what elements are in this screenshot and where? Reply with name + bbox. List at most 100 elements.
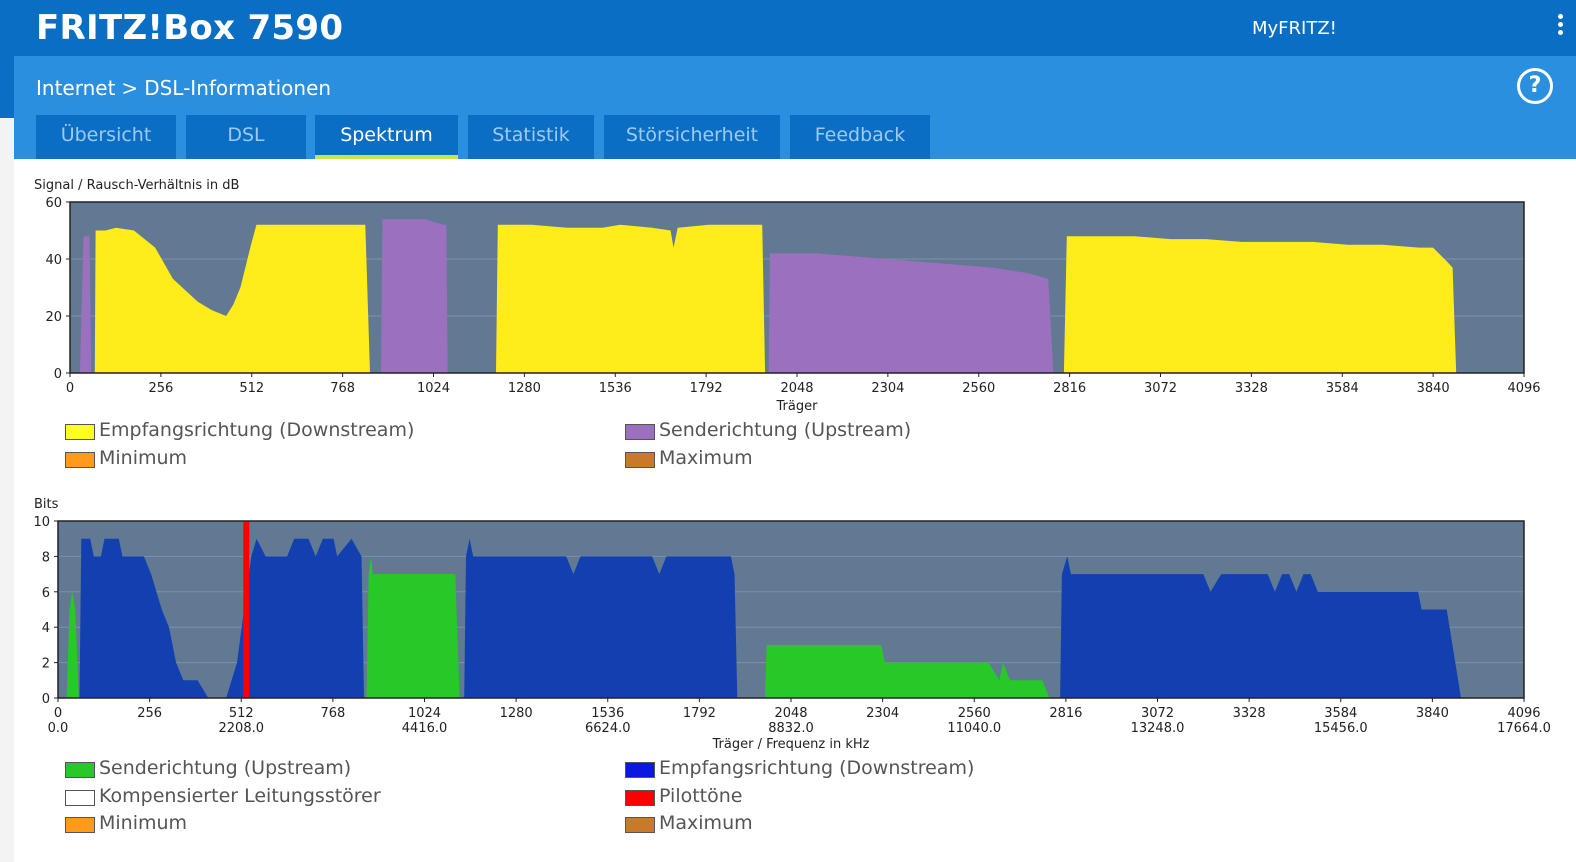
tab-dsl[interactable]: DSL xyxy=(186,115,306,159)
y-tick-label: 40 xyxy=(45,253,62,268)
legend-swatch xyxy=(65,424,95,440)
x-tick-label: 3840 xyxy=(1416,706,1449,721)
freq-tick-label: 11040.0 xyxy=(947,721,1001,736)
x-tick-label: 3328 xyxy=(1233,706,1266,721)
x-tick-label: 2816 xyxy=(1049,706,1082,721)
breadcrumb-internet[interactable]: Internet xyxy=(36,76,116,100)
tab-stoersicherheit[interactable]: Störsicherheit xyxy=(604,115,780,159)
series-area-1-0 xyxy=(79,236,92,373)
y-tick-label: 0 xyxy=(42,692,50,707)
y-tick-label: 10 xyxy=(33,515,50,530)
x-tick-label: 0 xyxy=(54,706,62,721)
x-tick-label: 768 xyxy=(320,706,345,721)
freq-tick-label: 15456.0 xyxy=(1314,721,1368,736)
x-tick-label: 2560 xyxy=(958,706,991,721)
x-tick-label: 2304 xyxy=(866,706,899,721)
legend-swatch xyxy=(625,817,655,833)
y-tick-label: 2 xyxy=(42,657,50,672)
tab-uebersicht[interactable]: Übersicht xyxy=(36,115,176,159)
left-margin xyxy=(0,118,14,862)
legend-label: Minimum xyxy=(99,812,188,834)
x-tick-label: 1280 xyxy=(508,381,541,396)
top-bar: FRITZ!Box 7590 MyFRITZ! xyxy=(0,0,1576,56)
freq-tick-label: 4416.0 xyxy=(402,721,448,736)
x-tick-label: 512 xyxy=(239,381,264,396)
legend-swatch xyxy=(65,762,95,778)
y-axis-label: Bits xyxy=(34,497,59,512)
legend-label: Empfangsrichtung (Downstream) xyxy=(99,419,415,441)
x-tick-label: 2048 xyxy=(774,706,807,721)
freq-tick-label: 8832.0 xyxy=(768,721,814,736)
more-menu-icon[interactable] xyxy=(1558,14,1566,38)
y-tick-label: 60 xyxy=(45,196,62,211)
tab-feedback[interactable]: Feedback xyxy=(790,115,930,159)
legend-label: Empfangsrichtung (Downstream) xyxy=(659,757,975,779)
series-area-0-1 xyxy=(496,224,766,373)
series-area-1-2 xyxy=(464,538,738,698)
page-header: Internet > DSL-Informationen ? Übersicht D… xyxy=(14,56,1576,159)
freq-tick-label: 0.0 xyxy=(48,721,69,736)
freq-tick-label: 2208.0 xyxy=(219,721,265,736)
x-tick-label: 3584 xyxy=(1324,706,1357,721)
breadcrumb-separator: > xyxy=(121,76,139,100)
x-tick-label: 2304 xyxy=(871,381,904,396)
tab-spektrum[interactable]: Spektrum xyxy=(315,115,458,159)
legend-swatch xyxy=(65,452,95,468)
x-tick-label: 3072 xyxy=(1141,706,1174,721)
brand-title: FRITZ!Box 7590 xyxy=(36,8,344,48)
x-tick-label: 256 xyxy=(137,706,162,721)
x-tick-label: 256 xyxy=(148,381,173,396)
legend-swatch xyxy=(625,424,655,440)
series-area-1-0 xyxy=(79,538,209,698)
y-tick-label: 20 xyxy=(45,310,62,325)
series-area-0-0 xyxy=(66,591,79,698)
series-area-1-1 xyxy=(226,538,364,698)
myfritz-link[interactable]: MyFRITZ! xyxy=(1252,18,1337,39)
legend-label: Senderichtung (Upstream) xyxy=(99,757,352,779)
legend-swatch xyxy=(625,762,655,778)
legend-label: Senderichtung (Upstream) xyxy=(659,419,912,441)
x-tick-label: 4096 xyxy=(1507,381,1540,396)
legend-label: Pilottöne xyxy=(659,785,743,807)
series-area-0-2 xyxy=(764,644,1050,698)
snr-chart: 0 20 40 60 0 256 512 768 1024 1280 1536 1792 2048 230… xyxy=(34,178,1541,414)
x-tick-label: 3328 xyxy=(1235,381,1268,396)
x-tick-label: 0 xyxy=(66,381,74,396)
x-axis-label: Träger xyxy=(776,399,819,414)
legend-label: Maximum xyxy=(659,447,753,469)
x-tick-label: 1280 xyxy=(500,706,533,721)
y-axis-label: Signal / Rausch-Verhältnis in dB xyxy=(34,178,239,193)
tab-statistik[interactable]: Statistik xyxy=(468,115,594,159)
x-tick-label: 2560 xyxy=(962,381,995,396)
series-area-0-1 xyxy=(366,556,460,698)
x-tick-label: 3840 xyxy=(1417,381,1450,396)
x-axis-label: Träger / Frequenz in kHz xyxy=(712,737,870,752)
legend-swatch xyxy=(65,790,95,806)
help-icon[interactable]: ? xyxy=(1517,68,1553,104)
x-tick-label: 2048 xyxy=(780,381,813,396)
series-area-1-1 xyxy=(381,219,448,373)
y-tick-label: 6 xyxy=(42,586,50,601)
x-tick-label: 3584 xyxy=(1326,381,1359,396)
legend-swatch xyxy=(65,817,95,833)
y-tick-label: 0 xyxy=(54,367,62,382)
freq-tick-label: 13248.0 xyxy=(1131,721,1185,736)
series-area-0-2 xyxy=(1063,236,1457,373)
x-tick-label: 1024 xyxy=(417,381,450,396)
x-tick-label: 1024 xyxy=(408,706,441,721)
x-tick-label: 1792 xyxy=(683,706,716,721)
series-area-1-2 xyxy=(768,253,1054,373)
series-area-0-0 xyxy=(94,224,371,373)
breadcrumb: Internet > DSL-Informationen xyxy=(36,76,331,100)
x-tick-label: 1792 xyxy=(690,381,723,396)
x-tick-label: 1536 xyxy=(591,706,624,721)
x-tick-label: 768 xyxy=(330,381,355,396)
series-area-1-3 xyxy=(1060,556,1461,698)
legend-swatch xyxy=(625,452,655,468)
breadcrumb-page: DSL-Informationen xyxy=(144,76,332,100)
freq-tick-label: 6624.0 xyxy=(585,721,631,736)
x-tick-label: 3072 xyxy=(1144,381,1177,396)
left-strip xyxy=(0,56,14,118)
x-tick-label: 4096 xyxy=(1507,706,1540,721)
